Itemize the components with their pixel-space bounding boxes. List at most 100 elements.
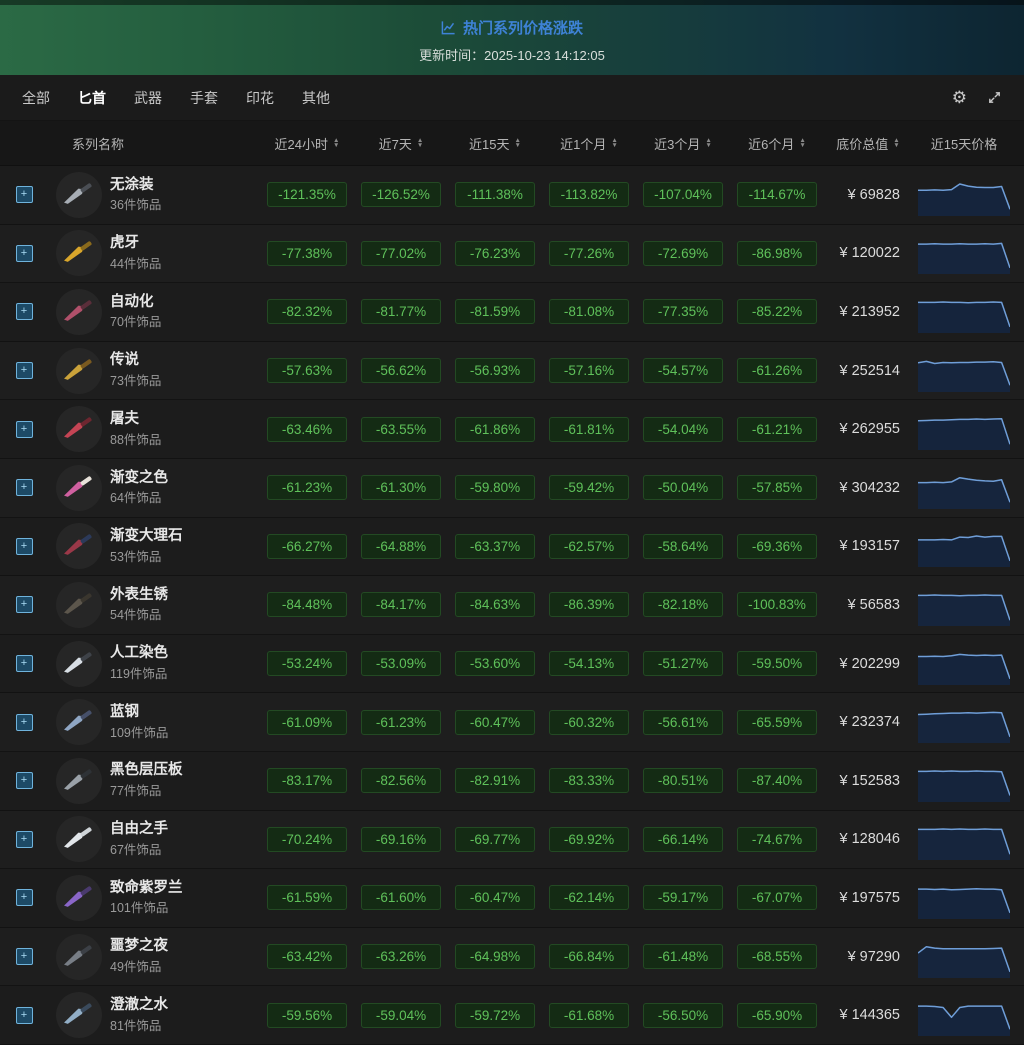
pin-icon[interactable]: + (15, 420, 33, 438)
pct-15d-badge: -82.91% (455, 768, 535, 794)
table-row[interactable]: + 自动化 70件饰品 -82.32% -81.77% -81.59% -81.… (0, 283, 1024, 342)
sort-arrows-icon: ▲ ▼ (333, 137, 340, 149)
pct-6m-badge: -68.55% (737, 944, 817, 970)
pct-3m-badge: -54.57% (643, 358, 723, 384)
table-row[interactable]: + 蓝钢 109件饰品 -61.09% -61.23% -60.47% -60.… (0, 693, 1024, 752)
pct-6m-badge: -65.59% (737, 709, 817, 735)
pct-3m-badge: -56.50% (643, 1002, 723, 1028)
table-row[interactable]: + 外表生锈 54件饰品 -84.48% -84.17% -84.63% -86… (0, 576, 1024, 635)
pct-3m-badge: -80.51% (643, 768, 723, 794)
pct-6m-badge: -65.90% (737, 1002, 817, 1028)
table-row[interactable]: + 自由之手 67件饰品 -70.24% -69.16% -69.77% -69… (0, 810, 1024, 870)
price-sparkline (918, 174, 1010, 216)
price-sparkline (918, 818, 1010, 861)
series-count: 53件饰品 (110, 549, 162, 564)
price-sparkline (918, 350, 1010, 392)
pct-7d-badge: -56.62% (361, 358, 441, 384)
table-row[interactable]: + 虎牙 44件饰品 -77.38% -77.02% -76.23% -77.2… (0, 224, 1024, 284)
table-row[interactable]: + 传说 73件饰品 -57.63% -56.62% -56.93% -57.1… (0, 341, 1024, 401)
pin-icon[interactable]: + (15, 479, 33, 497)
column-header-5[interactable]: 近3个月 ▲ ▼ (654, 136, 712, 152)
floor-price-total: ¥ 128046 (839, 831, 900, 848)
tab-3[interactable]: 武器 (134, 89, 162, 106)
series-name: 噩梦之夜 (110, 938, 168, 955)
tab-4[interactable]: 手套 (190, 89, 218, 106)
sort-arrows-icon: ▲ ▼ (893, 137, 900, 149)
pin-icon[interactable]: + (15, 655, 33, 673)
sort-arrows-icon: ▲ ▼ (514, 137, 521, 149)
column-header-3[interactable]: 近15天 ▲ ▼ (469, 136, 521, 152)
column-header-2[interactable]: 近7天 ▲ ▼ (378, 136, 424, 152)
series-name: 黑色层压板 (110, 762, 183, 779)
knife-image (56, 347, 102, 394)
tab-1[interactable]: 全部 (22, 89, 50, 106)
pin-icon[interactable]: + (15, 1006, 33, 1024)
pin-icon[interactable]: + (15, 244, 33, 262)
series-name: 渐变大理石 (110, 528, 183, 545)
table-row[interactable]: + 无涂装 36件饰品 -121.35% -126.52% -111.38% -… (0, 166, 1024, 225)
floor-price-total: ¥ 197575 (839, 889, 900, 906)
pct-6m-badge: -85.22% (737, 299, 817, 325)
pct-15d-badge: -59.72% (455, 1002, 535, 1028)
series-name: 澄澈之水 (110, 996, 168, 1013)
table-row[interactable]: + 渐变大理石 53件饰品 -66.27% -64.88% -63.37% -6… (0, 517, 1024, 577)
table-row[interactable]: + 渐变之色 64件饰品 -61.23% -61.30% -59.80% -59… (0, 458, 1024, 518)
expand-icon[interactable] (987, 90, 1002, 105)
pin-icon[interactable]: + (15, 889, 33, 907)
tab-2[interactable]: 匕首 (78, 89, 106, 106)
floor-price-total: ¥ 56583 (847, 596, 900, 613)
pct-6m-badge: -87.40% (737, 768, 817, 794)
knife-image (56, 288, 102, 335)
pct-6m-badge: -61.26% (737, 358, 817, 384)
series-name: 无涂装 (110, 176, 154, 193)
table-row[interactable]: + 屠夫 88件饰品 -63.46% -63.55% -61.86% -61.8… (0, 400, 1024, 459)
pin-icon[interactable]: + (15, 303, 33, 321)
pct-24h-badge: -53.24% (267, 651, 347, 677)
floor-price-total: ¥ 232374 (839, 714, 900, 731)
series-name: 虎牙 (110, 235, 139, 252)
pin-icon[interactable]: + (15, 362, 33, 380)
pct-1m-badge: -62.57% (549, 533, 629, 559)
table-row[interactable]: + 噩梦之夜 49件饰品 -63.42% -63.26% -64.98% -66… (0, 927, 1024, 987)
pct-7d-badge: -61.60% (361, 885, 441, 911)
floor-price-total: ¥ 144365 (839, 1007, 900, 1024)
column-header-7[interactable]: 底价总值 ▲ ▼ (836, 136, 900, 152)
pct-3m-badge: -58.64% (643, 533, 723, 559)
pct-6m-badge: -86.98% (737, 240, 817, 266)
floor-price-total: ¥ 152583 (839, 772, 900, 789)
pin-icon[interactable]: + (15, 596, 33, 614)
pct-15d-badge: -61.86% (455, 416, 535, 442)
pin-icon[interactable]: + (15, 713, 33, 731)
knife-image (56, 992, 102, 1039)
pct-7d-badge: -69.16% (361, 826, 441, 852)
series-name: 自动化 (110, 293, 154, 310)
pct-1m-badge: -60.32% (549, 709, 629, 735)
pct-15d-badge: -69.77% (455, 826, 535, 852)
pct-24h-badge: -121.35% (267, 182, 347, 208)
knife-image (56, 874, 102, 921)
table-row[interactable]: + 澄澈之水 81件饰品 -59.56% -59.04% -59.72% -61… (0, 986, 1024, 1045)
pct-7d-badge: -81.77% (361, 299, 441, 325)
sort-arrows-icon: ▲ ▼ (799, 137, 806, 149)
tab-5[interactable]: 印花 (246, 89, 274, 106)
column-header-4[interactable]: 近1个月 ▲ ▼ (560, 136, 618, 152)
pin-icon[interactable]: + (15, 948, 33, 966)
pin-icon[interactable]: + (15, 830, 33, 848)
series-name: 渐变之色 (110, 469, 168, 486)
pct-24h-badge: -84.48% (267, 592, 347, 618)
column-header-1[interactable]: 近24小时 ▲ ▼ (274, 136, 340, 152)
gear-icon[interactable]: ⚙ (951, 88, 967, 107)
pin-icon[interactable]: + (15, 772, 33, 790)
table-row[interactable]: + 致命紫罗兰 101件饰品 -61.59% -61.60% -60.47% -… (0, 869, 1024, 928)
column-header-6[interactable]: 近6个月 ▲ ▼ (748, 136, 806, 152)
tab-6[interactable]: 其他 (302, 89, 330, 106)
series-name: 屠夫 (110, 410, 139, 427)
table-row[interactable]: + 黑色层压板 77件饰品 -83.17% -82.56% -82.91% -8… (0, 751, 1024, 811)
pin-icon[interactable]: + (15, 537, 33, 555)
pin-icon[interactable]: + (15, 186, 33, 204)
pct-24h-badge: -61.59% (267, 885, 347, 911)
table-row[interactable]: + 人工染色 119件饰品 -53.24% -53.09% -53.60% -5… (0, 634, 1024, 694)
pct-1m-badge: -86.39% (549, 592, 629, 618)
pct-1m-badge: -61.81% (549, 416, 629, 442)
price-sparkline (918, 467, 1010, 509)
